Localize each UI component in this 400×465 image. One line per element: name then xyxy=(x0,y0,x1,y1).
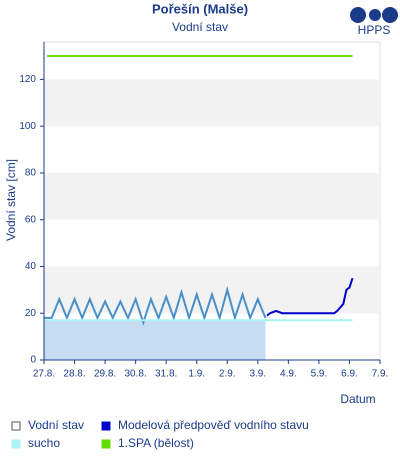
x-tick-label: 27.8. xyxy=(33,369,55,380)
y-tick-label: 120 xyxy=(19,74,36,85)
logo-icon xyxy=(350,7,398,23)
x-tick-label: 29.8. xyxy=(94,369,116,380)
y-axis-label: Vodní stav [cm] xyxy=(4,159,18,241)
plot-background xyxy=(43,41,381,361)
y-tick-label: 80 xyxy=(25,168,37,179)
x-tick-label: 31.8. xyxy=(155,369,177,380)
grid-band xyxy=(44,266,380,314)
x-tick-label: 2.9. xyxy=(219,369,236,380)
legend-label: Vodní stav xyxy=(28,418,84,432)
legend-label: Modelová předpověď vodního stavu xyxy=(118,418,309,432)
legend-swatch xyxy=(11,439,21,449)
legend-swatch xyxy=(101,421,111,431)
chart-subtitle: Vodní stav xyxy=(172,20,228,34)
series-line xyxy=(266,277,354,317)
grid-band xyxy=(44,172,380,220)
x-tick-label: 1.9. xyxy=(188,369,205,380)
grid-band xyxy=(44,79,380,127)
x-tick-label: 7.9. xyxy=(372,369,389,380)
x-tick-label: 4.9. xyxy=(280,369,297,380)
y-tick-label: 60 xyxy=(25,214,37,225)
legend-swatch xyxy=(101,439,111,449)
observed-period-fill xyxy=(44,320,266,360)
y-tick-label: 20 xyxy=(25,308,37,319)
logo-text: HPPS xyxy=(358,23,391,37)
x-axis-label: Datum xyxy=(340,392,375,406)
legend-label: sucho xyxy=(28,436,60,450)
legend-swatch xyxy=(11,421,21,431)
series-line xyxy=(44,286,267,326)
x-tick-label: 30.8. xyxy=(125,369,147,380)
chart-title: Pořešín (Malše) xyxy=(152,1,248,16)
x-tick-label: 28.8. xyxy=(63,369,85,380)
x-tick-label: 6.9. xyxy=(341,369,358,380)
legend-label: 1.SPA (bělost) xyxy=(118,436,194,450)
y-tick-label: 40 xyxy=(25,261,37,272)
y-tick-label: 0 xyxy=(30,355,36,366)
y-tick-label: 100 xyxy=(19,121,36,132)
x-tick-label: 5.9. xyxy=(311,369,328,380)
x-tick-label: 3.9. xyxy=(249,369,266,380)
